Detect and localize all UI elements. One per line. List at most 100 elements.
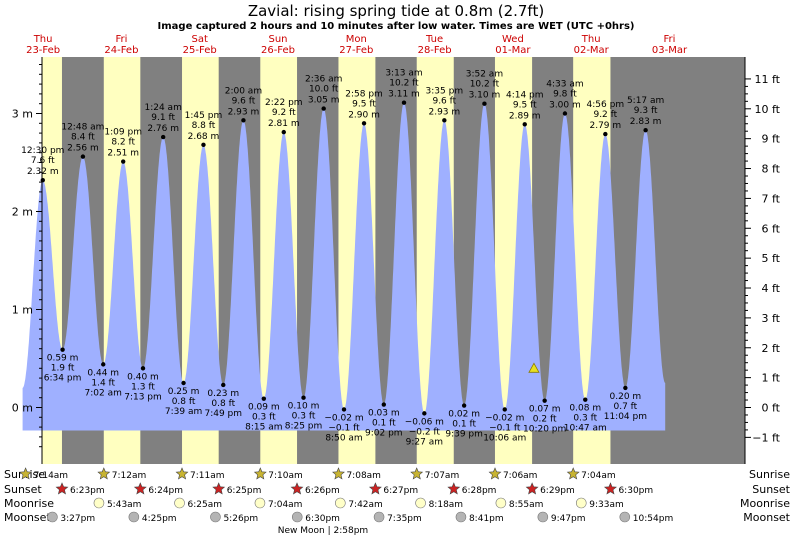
moonset-time: 5:26pm	[223, 514, 258, 524]
moonset-icon	[47, 511, 58, 523]
high-tide-mark: 3:35 pm9.6 ft2.93 m	[426, 86, 463, 123]
tide-point	[502, 407, 507, 412]
sunset-icon	[133, 482, 147, 495]
moonrise-time: 9:33am	[589, 500, 624, 510]
sunrise-entry: 7:04am	[566, 467, 616, 481]
sunrise-time: 7:06am	[503, 471, 538, 481]
tide-height-ft: 1.9 ft	[51, 364, 75, 374]
sunrise-entry: 7:07am	[410, 467, 459, 481]
sunset-time: 6:24pm	[148, 486, 183, 496]
high-tide-mark: 4:33 am9.8 ft3.00 m	[546, 80, 584, 116]
sunrise-icon	[488, 467, 502, 480]
sunrise-entry: 7:08am	[332, 467, 381, 481]
sunset-icon	[447, 482, 461, 495]
tide-time: 8:15 am	[245, 423, 282, 433]
tide-time: 10:20 pm	[523, 425, 566, 435]
sunrise-entry: 7:10am	[253, 467, 303, 481]
day-date: 26-Feb	[261, 45, 295, 56]
row-label-right: Moonset	[743, 511, 790, 524]
sunset-time: 6:27pm	[383, 486, 418, 496]
tide-height-m: 0.40 m	[127, 372, 159, 382]
low-tide-mark: −0.02 m−0.1 ft8:50 am	[324, 407, 364, 443]
moonset-entry: 9:47pm	[537, 511, 586, 524]
tide-point	[301, 395, 306, 400]
sunrise-icon	[19, 467, 33, 480]
tide-time: 7:49 pm	[204, 409, 242, 419]
sunrise-icon	[97, 467, 111, 480]
sunset-entry: 6:30pm	[603, 482, 653, 496]
low-tide-mark: 0.59 m1.9 ft6:34 pm	[44, 347, 81, 384]
moonset-time: 7:35pm	[387, 514, 422, 524]
day-date: 25-Feb	[183, 45, 217, 56]
moonset-time: 8:41pm	[469, 514, 504, 524]
moonrise-time: 6:25am	[188, 500, 223, 510]
moonset-icon	[291, 511, 303, 523]
sunset-time: 6:29pm	[540, 486, 575, 496]
tide-height-m: 2.76 m	[147, 124, 179, 134]
tide-curve	[22, 102, 666, 431]
tide-height-ft: 8.8 ft	[192, 121, 216, 131]
tide-height-m: 2.93 m	[428, 107, 460, 117]
current-level-marker	[528, 362, 540, 373]
tide-time: 2:22 pm	[265, 98, 303, 108]
tide-height-m: 0.09 m	[248, 403, 280, 413]
tide-height-m: 2.93 m	[228, 107, 260, 117]
sunset-time: 6:23pm	[70, 486, 105, 496]
moonset-icon	[128, 511, 140, 523]
tide-point	[321, 106, 326, 111]
tide-height-ft: 9.2 ft	[272, 108, 296, 118]
moonset-icon	[619, 511, 631, 523]
tide-height-ft: −0.1 ft	[489, 423, 521, 433]
tide-height-ft: 9.2 ft	[593, 110, 617, 120]
sunset-entry: 6:24pm	[133, 482, 183, 496]
sunrise-time: 7:10am	[268, 471, 303, 481]
tide-height-m: 0.25 m	[168, 387, 200, 397]
tide-height-m: 2.79 m	[589, 121, 621, 131]
tide-time: 2:00 am	[225, 86, 262, 96]
day-name: Fri	[115, 34, 127, 45]
tide-height-ft: 0.8 ft	[172, 397, 196, 407]
tide-time: 4:14 pm	[506, 90, 544, 100]
tide-time: 9:27 am	[406, 437, 443, 447]
right-tick-label: 0 ft	[762, 402, 781, 415]
right-tick-label: −1 ft	[752, 431, 780, 444]
tide-height-ft: 9.5 ft	[513, 100, 537, 110]
right-tick-label: 3 ft	[762, 312, 781, 325]
moonset-icon	[373, 511, 385, 523]
moonset-entry: 10:54pm	[619, 511, 673, 524]
day-name: Sun	[268, 34, 287, 45]
day-date: 28-Feb	[418, 45, 452, 56]
tide-height-ft: 10.2 ft	[470, 80, 500, 90]
tide-height-m: 2.56 m	[67, 144, 99, 154]
tide-point	[583, 397, 588, 402]
tide-height-ft: 9.8 ft	[553, 90, 577, 100]
row-label-left: Sunset	[4, 483, 42, 496]
row-label-left: Moonrise	[4, 497, 54, 510]
moonset-icon	[537, 511, 549, 523]
sunset-icon	[212, 482, 226, 495]
sunrise-icon	[253, 467, 267, 480]
low-tide-mark: 0.09 m0.3 ft8:15 am	[245, 396, 282, 433]
day-name: Mon	[346, 34, 367, 45]
day-name: Thu	[581, 34, 601, 45]
high-tide-mark: 12:48 am8.4 ft2.56 m	[61, 123, 104, 159]
sunrise-icon	[175, 467, 189, 480]
sunrise-icon	[332, 467, 345, 480]
tide-time: 12:30 pm	[21, 146, 64, 156]
moonset-entry: 5:26pm	[210, 511, 258, 524]
tide-point	[241, 118, 246, 123]
tide-time: 8:50 am	[325, 433, 362, 443]
tide-height-ft: 10.0 ft	[309, 85, 339, 95]
tide-height-ft: 8.4 ft	[71, 133, 95, 143]
tide-height-m: 2.81 m	[268, 119, 300, 129]
sunset-icon	[368, 482, 382, 495]
tide-point	[201, 142, 206, 148]
moonrise-icon	[495, 497, 507, 509]
moonset-entry: 6:30pm	[291, 511, 340, 524]
tide-time: 4:33 am	[546, 80, 583, 90]
tide-time: 3:13 am	[385, 69, 422, 79]
tide-time: 1:09 pm	[104, 128, 142, 138]
moonset-icon	[210, 511, 221, 523]
